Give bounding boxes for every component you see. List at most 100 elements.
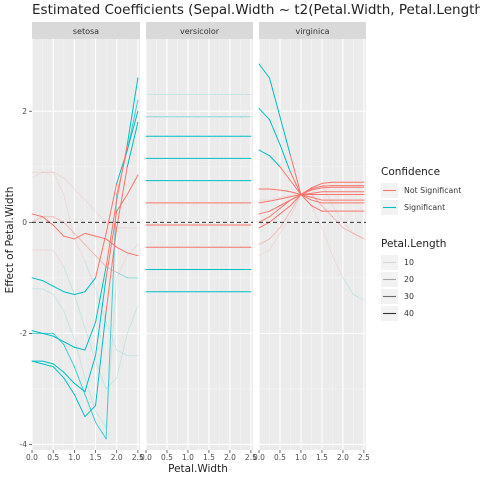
series-line-segment xyxy=(321,186,333,189)
series-line-segment xyxy=(258,210,270,215)
series-line-segment xyxy=(31,171,44,179)
series-line-segment xyxy=(310,205,323,229)
series-line-segment xyxy=(63,221,75,234)
series-line-segment xyxy=(84,260,97,290)
series-line-segment xyxy=(63,194,75,240)
facet-panel-setosa: setosa xyxy=(31,22,140,450)
series-line-segment xyxy=(268,188,281,191)
series-line-segment xyxy=(31,216,44,223)
series-line-segment xyxy=(116,246,128,254)
series-line-segment xyxy=(279,189,291,193)
series-line-segment xyxy=(268,205,281,212)
series-line-segment xyxy=(63,377,75,395)
series-line-segment xyxy=(289,191,302,196)
series-line-segment xyxy=(331,255,344,279)
series-line-segment xyxy=(268,198,281,202)
series-line-segment xyxy=(73,232,86,245)
series-line-segment xyxy=(116,271,128,279)
series-line-segment xyxy=(352,232,365,240)
series-line-segment xyxy=(52,249,65,268)
series-line-segment xyxy=(310,182,323,190)
series-line-segment xyxy=(73,382,86,393)
series-line-segment xyxy=(73,393,86,418)
series-line-segment xyxy=(116,255,128,279)
series-line-segment xyxy=(300,192,312,196)
series-line-segment xyxy=(73,338,86,379)
x-tick-label: 1.5 xyxy=(90,453,102,462)
series-line-segment xyxy=(289,194,302,201)
x-tick-label: 0.5 xyxy=(47,453,59,462)
series-line-segment xyxy=(352,293,365,301)
x-tick-label: 0.5 xyxy=(274,453,286,462)
series-line-segment xyxy=(289,171,302,196)
series-line-segment xyxy=(63,371,75,384)
series-line-segment xyxy=(310,194,323,207)
series-line-segment xyxy=(300,188,312,196)
x-tick-label: 0.5 xyxy=(161,453,173,462)
x-axis: 0.0 0.5 1.0 1.5 2.0 2.50.0 0.5 1.0 1.5 2.0 2.50.0 0… xyxy=(26,450,370,462)
series-line-segment xyxy=(63,177,75,190)
series-line-segment xyxy=(84,393,97,423)
series-line-segment xyxy=(73,232,86,240)
series-line-segment xyxy=(84,244,97,257)
y-axis-title: Effect of Petal.Width xyxy=(4,187,16,294)
series-line-segment xyxy=(310,205,323,212)
series-line-segment xyxy=(321,181,333,184)
series-line-segment xyxy=(42,288,54,295)
series-line-segment xyxy=(258,238,270,245)
series-line-segment xyxy=(321,185,333,187)
y-tick-label: -4 xyxy=(20,440,28,449)
x-tick-label: 2.0 xyxy=(224,453,236,462)
x-tick-label: 1.5 xyxy=(203,453,215,462)
facet-strip xyxy=(259,22,366,39)
legend-title-petal-length: Petal.Length xyxy=(381,238,446,250)
series-line-segment xyxy=(331,205,344,223)
series-line-segment xyxy=(310,191,323,194)
series-line-segment xyxy=(279,216,291,234)
series-line-segment xyxy=(268,155,281,168)
chart-title: Estimated Coefficients (Sepal.Width ~ t2… xyxy=(32,2,480,18)
x-tick-label: 0.0 xyxy=(253,453,265,462)
series-line-segment xyxy=(342,227,354,234)
series-line-segment xyxy=(52,224,65,237)
facet-strip xyxy=(146,22,253,39)
series-line-segment xyxy=(84,355,97,393)
series-line-segment xyxy=(279,210,291,229)
y-axis: -4 -2 0 2 xyxy=(20,107,32,449)
series-line-segment xyxy=(52,363,65,373)
series-line-segment xyxy=(289,180,302,196)
series-line-segment xyxy=(116,144,128,201)
series-line-segment xyxy=(310,196,323,201)
series-line-segment xyxy=(73,291,86,295)
series-line-segment xyxy=(268,77,281,118)
series-line-segment xyxy=(95,310,107,407)
series-line-segment xyxy=(116,194,128,212)
series-line-segment xyxy=(42,280,54,287)
series-line-segment xyxy=(63,341,75,348)
series-line-segment xyxy=(126,110,139,151)
series-line-segment xyxy=(52,366,65,379)
y-tick-label: 2 xyxy=(22,107,27,116)
series-line-segment xyxy=(126,174,139,196)
legend-label: Not Significant xyxy=(404,186,461,195)
series-line-segment xyxy=(279,166,291,182)
series-line-segment xyxy=(73,238,86,262)
series-line-segment xyxy=(279,199,291,207)
series-line-segment xyxy=(258,216,270,223)
series-line-segment xyxy=(126,252,139,257)
y-tick-label: -2 xyxy=(20,329,28,338)
series-line-segment xyxy=(31,277,44,282)
series-line-segment xyxy=(126,77,139,146)
series-line-segment xyxy=(84,277,97,293)
series-line-segment xyxy=(258,221,270,229)
legend-label: 20 xyxy=(404,275,414,284)
series-line-segment xyxy=(52,335,65,343)
series-line-segment xyxy=(31,213,44,218)
series-line-segment xyxy=(268,196,281,201)
series-line-segment xyxy=(321,227,333,257)
series-line-segment xyxy=(63,235,75,240)
series-line-segment xyxy=(116,349,128,357)
x-tick-label: 0.0 xyxy=(140,453,152,462)
series-line-segment xyxy=(105,199,118,268)
series-line-segment xyxy=(95,255,107,268)
